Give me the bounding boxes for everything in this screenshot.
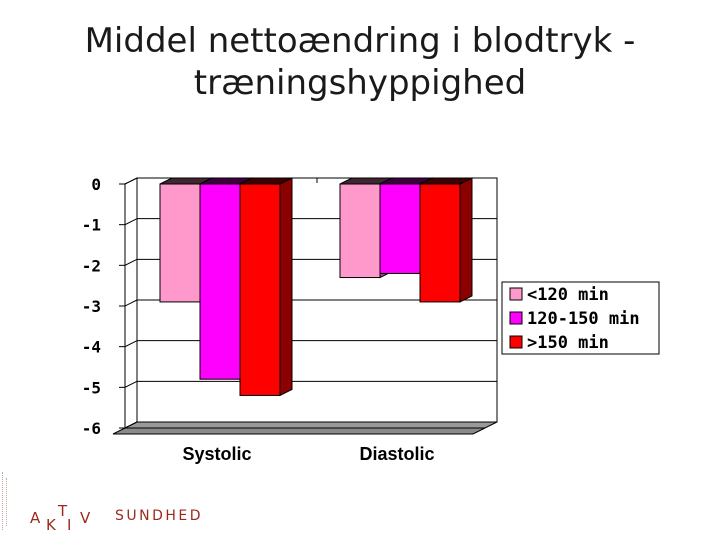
gridline-diagonal [124,340,138,348]
bar [239,177,293,397]
bar-front [239,183,281,396]
legend-swatch [509,287,523,301]
bar-front [159,183,201,303]
y-tick-label: 0 [91,175,101,194]
y-tick-label: -1 [82,216,101,235]
bar-front [379,183,421,274]
side-print-marks [0,472,12,532]
gridline-diagonal [124,299,138,307]
gridline-diagonal [124,258,138,266]
logo-letter-t: T [58,502,68,520]
chart-legend: <120 min 120-150 min >150 min [501,281,660,355]
bar [419,177,473,303]
chart-floor-top [124,421,498,429]
y-tick-label: -4 [82,338,101,357]
logo-letter-k: K [46,516,56,534]
x-tick-label: Diastolic [359,444,434,464]
y-tick-label: -5 [82,378,101,397]
logo-letter-a: A [30,509,41,527]
gridline-diagonal [124,380,138,388]
logo-letter-v: V [80,509,91,527]
logo-word: SUNDHED [115,508,204,524]
legend-label: 120-150 min [527,309,640,329]
chart-bars [159,177,473,397]
bar-front [339,183,381,279]
title-line-1: Middel nettoændring i blodtryk - [84,21,636,61]
y-axis-ticks: 0 -1 -2 -3 -4 -5 -6 [82,175,125,438]
logo-letter-i: I [67,516,72,534]
bar-side [279,177,293,397]
gridline-diagonal [124,218,138,226]
gridline-diagonal [124,421,138,429]
legend-swatch [509,311,523,325]
legend-swatch [509,335,523,349]
x-axis-labels: Systolic Diastolic [182,444,434,464]
bar-side [459,177,473,303]
chart-floor-front [112,427,486,435]
gridline-diagonal [124,177,138,185]
y-tick-label: -2 [82,256,101,275]
y-tick-label: -3 [82,297,101,316]
legend-box [501,281,660,355]
bar-front [419,183,461,303]
title-line-2: træningshyppighed [193,63,527,103]
bar-front [199,183,241,380]
page-title: Middel nettoændring i blodtryk - træning… [60,20,660,104]
legend-label: >150 min [527,333,609,353]
legend-label: <120 min [527,285,609,305]
x-tick-label: Systolic [182,444,251,464]
y-tick-label: -6 [82,419,101,438]
